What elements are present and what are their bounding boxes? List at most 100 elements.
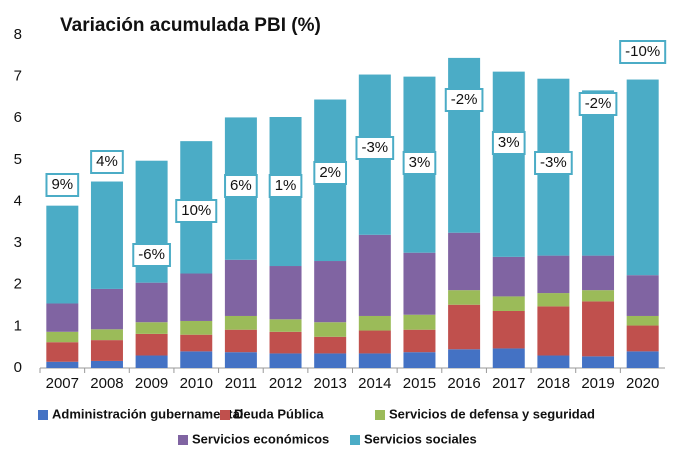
bar-segment xyxy=(46,342,79,362)
y-tick-label: 4 xyxy=(14,192,22,209)
annotation: -6% xyxy=(138,246,165,263)
y-tick-label: 1 xyxy=(14,317,22,334)
x-tick-label: 2010 xyxy=(180,375,213,392)
legend-swatch xyxy=(178,435,188,445)
annotation: -2% xyxy=(585,95,612,112)
annotation: 6% xyxy=(230,177,252,194)
bar-segment xyxy=(626,275,659,316)
annotation-box xyxy=(175,199,218,223)
x-tick-label: 2020 xyxy=(626,375,659,392)
bar-segment xyxy=(135,333,168,356)
annotation: 3% xyxy=(409,154,431,171)
bar-segment xyxy=(448,349,481,368)
bar-segment xyxy=(180,273,213,321)
bar-segment xyxy=(135,322,168,334)
bar-segment xyxy=(492,348,525,368)
bar-segment xyxy=(46,303,79,332)
legend-swatch xyxy=(220,410,230,420)
bar-segment xyxy=(135,355,168,368)
bar-segment xyxy=(358,353,391,368)
bar-segment xyxy=(224,352,257,368)
bar-segment xyxy=(269,331,302,354)
x-tick-label: 2016 xyxy=(447,375,480,392)
bar-segment xyxy=(626,315,659,326)
y-tick-label: 8 xyxy=(14,26,22,43)
annotation-box xyxy=(132,243,171,267)
y-tick-label: 0 xyxy=(14,359,22,376)
bar-segment xyxy=(403,252,436,315)
x-tick-label: 2009 xyxy=(135,375,168,392)
annotation-box xyxy=(619,40,667,64)
bar-segment xyxy=(537,355,570,368)
bar-segment xyxy=(224,315,257,330)
bar-segment xyxy=(403,329,436,353)
y-tick-label: 3 xyxy=(14,234,22,251)
bar-segment xyxy=(358,330,391,354)
bar-segment xyxy=(180,320,213,335)
x-tick-label: 2013 xyxy=(313,375,346,392)
bar-segment xyxy=(224,259,257,316)
annotation: 10% xyxy=(181,202,211,219)
legend-label: Administración gubernamental xyxy=(52,406,243,421)
annotation-box xyxy=(491,131,526,155)
y-tick-label: 5 xyxy=(14,151,22,168)
legend-swatch xyxy=(375,410,385,420)
bar-segment xyxy=(180,334,213,352)
bar-segment xyxy=(492,296,525,311)
bar-segment xyxy=(626,325,659,352)
bar-segment xyxy=(180,351,213,368)
annotation-box xyxy=(45,173,80,197)
bar-segment xyxy=(448,57,481,233)
bar-segment xyxy=(314,322,347,337)
bar-segment xyxy=(582,90,615,256)
bar-segment xyxy=(582,255,615,291)
y-tick-label: 7 xyxy=(14,68,22,85)
bar-segment xyxy=(90,329,123,341)
annotation: 3% xyxy=(498,134,520,151)
annotation: -10% xyxy=(625,43,660,60)
bar-segment xyxy=(537,293,570,307)
bar-segment xyxy=(537,255,570,294)
bar-segment xyxy=(135,282,168,323)
bar-segment xyxy=(269,319,302,332)
legend-label: Servicios sociales xyxy=(364,431,477,446)
bar-segment xyxy=(492,71,525,257)
bar-segment xyxy=(269,266,302,320)
annotation-box xyxy=(534,151,573,175)
annotation: 2% xyxy=(319,164,341,181)
bar-segment xyxy=(537,306,570,356)
bar-segment xyxy=(358,234,391,316)
bar-segment xyxy=(269,353,302,368)
annotation: -3% xyxy=(361,139,388,156)
bar-segment xyxy=(582,356,615,368)
bar-segment xyxy=(492,256,525,297)
x-tick-label: 2011 xyxy=(225,375,257,392)
bar-segment xyxy=(582,301,615,357)
bar-segment xyxy=(448,304,481,350)
annotation-box xyxy=(224,174,258,198)
bar-segment xyxy=(626,351,659,368)
bar-segment xyxy=(90,340,123,361)
annotation-box xyxy=(444,88,484,112)
bar-segment xyxy=(46,361,79,368)
bar-segment xyxy=(90,360,123,368)
bar-segment xyxy=(46,331,79,343)
x-tick-label: 2012 xyxy=(269,375,302,392)
legend-label: Servicios económicos xyxy=(192,431,329,446)
annotation: 4% xyxy=(96,153,118,170)
legend-swatch xyxy=(38,410,48,420)
bar-segment xyxy=(90,288,123,330)
bar-segment xyxy=(492,310,525,349)
annotation: -2% xyxy=(451,91,478,108)
annotation-box xyxy=(355,136,395,160)
x-tick-label: 2017 xyxy=(492,375,525,392)
bar-segment xyxy=(314,353,347,368)
x-tick-label: 2014 xyxy=(358,375,391,392)
annotation-box xyxy=(578,92,618,116)
bar-segment xyxy=(314,336,347,354)
bar-segment xyxy=(90,181,123,289)
y-tick-label: 6 xyxy=(14,109,22,126)
legend-label: Servicios de defensa y seguridad xyxy=(389,406,595,421)
x-tick-label: 2018 xyxy=(537,375,570,392)
